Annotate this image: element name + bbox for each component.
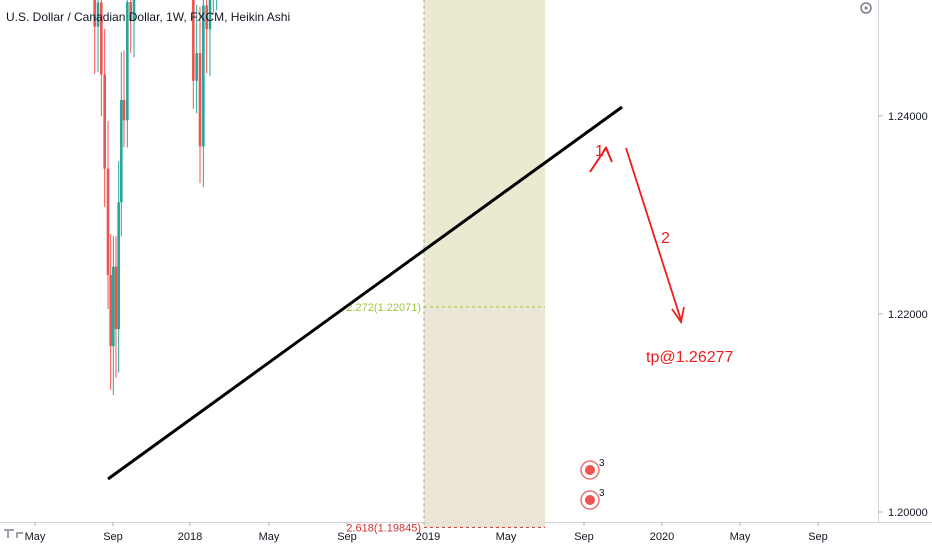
event-badge-dot (585, 465, 595, 475)
x-tick-label: Sep (808, 531, 828, 543)
candle-body (192, 0, 195, 81)
event-badge-dot (585, 495, 595, 505)
candle-body (205, 5, 208, 30)
y-tick-label: 1.22000 (888, 309, 928, 321)
settings-gear-icon (860, 2, 872, 14)
candle-body (208, 0, 212, 30)
candle-body (93, 0, 96, 27)
candle-body (129, 1, 132, 21)
candle-body (202, 5, 205, 147)
gear-ring (860, 2, 872, 14)
candle-body (114, 266, 118, 330)
fib-zone (424, 0, 545, 307)
x-tick-label: Sep (574, 531, 594, 543)
candle-body (96, 2, 100, 27)
x-tick-label: May (496, 531, 517, 543)
x-tick-label: 2018 (178, 531, 202, 543)
candle-body (126, 1, 129, 121)
fib-level-label: 2.618(1.19845) (346, 522, 421, 534)
candle-body (103, 74, 106, 169)
chart-title: U.S. Dollar / Canadian Dollar, 1W, FXCM,… (6, 10, 291, 24)
candle-body (109, 274, 112, 347)
x-tick-label: 2019 (416, 531, 440, 543)
candle-body (195, 53, 198, 81)
candle-body (100, 2, 103, 75)
candle-body (132, 0, 136, 21)
arrow-1-head (603, 146, 609, 153)
annotation-2: 2 (661, 230, 670, 247)
candle-body (120, 100, 123, 203)
fib-zone (424, 306, 545, 528)
candle-body (112, 266, 115, 347)
arrow-2-shaft (625, 147, 682, 321)
x-tick-label: May (730, 531, 751, 543)
candle-body (106, 168, 110, 275)
event-badge-count: 3 (599, 458, 605, 469)
arrow-2-head (671, 306, 685, 325)
annotation-tp: tp@1.26277 (646, 349, 734, 366)
y-tick-label: 1.20000 (888, 507, 928, 519)
trendline (107, 105, 623, 481)
x-tick-label: 2020 (650, 531, 674, 543)
candle-body (198, 53, 202, 147)
x-tick-label: Sep (103, 531, 123, 543)
annotation-1: 1 (595, 143, 604, 160)
x-tick-label: May (259, 531, 280, 543)
event-badge-count: 3 (599, 488, 605, 499)
fib-level-label: 2.272(1.22071) (346, 302, 421, 314)
candle-body (117, 202, 120, 330)
gear-hub (864, 6, 868, 10)
x-tick-label: Sep (337, 531, 357, 543)
tradingview-logo-icon (4, 529, 23, 538)
x-tick-label: May (25, 531, 46, 543)
y-tick-label: 1.24000 (888, 111, 928, 123)
candle-body (122, 100, 126, 121)
